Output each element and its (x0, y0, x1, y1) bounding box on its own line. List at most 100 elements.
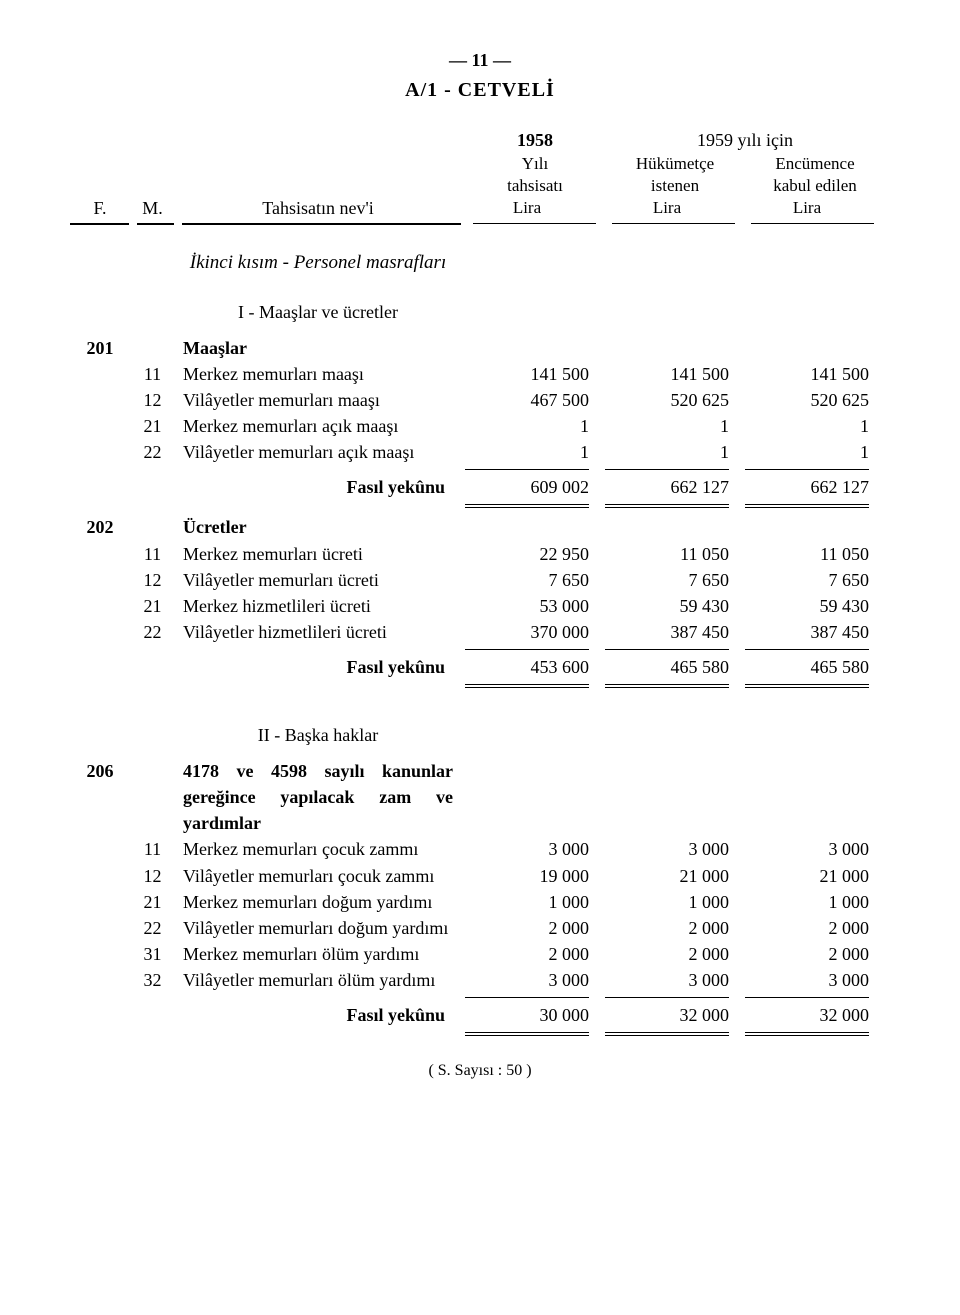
s201-sep-top (70, 469, 890, 470)
s201-row: 22Vilâyetler memurları açık maaşı111 (70, 439, 890, 465)
row-v2: 2 000 (605, 915, 745, 941)
s202-row: 22Vilâyetler hizmetlileri ücreti370 0003… (70, 619, 890, 645)
row-v2: 3 000 (605, 836, 745, 862)
s201-title: Maaşlar (175, 335, 465, 361)
page-number: — 11 — (70, 50, 890, 71)
row-v2: 59 430 (605, 593, 745, 619)
hdr-col2-l1: Hükümetçe (605, 153, 745, 175)
row-m: 12 (130, 567, 175, 593)
s202-sep-bottom (70, 684, 890, 690)
row-v2: 21 000 (605, 863, 745, 889)
header-rule (70, 223, 890, 225)
row-v3: 520 625 (745, 387, 885, 413)
footer: ( S. Sayısı : 50 ) (70, 1062, 890, 1080)
row-v2: 7 650 (605, 567, 745, 593)
row-desc: Merkez memurları ücreti (175, 541, 465, 567)
row-m: 22 (130, 439, 175, 465)
hdr-col2-l3: Lira (605, 197, 745, 219)
s202-sep-top (70, 649, 890, 650)
s206-total-v3: 32 000 (745, 1002, 885, 1028)
row-v2: 1 (605, 439, 745, 465)
row-v2: 387 450 (605, 619, 745, 645)
s206-row: 11Merkez memurları çocuk zammı3 0003 000… (70, 836, 890, 862)
s206-total-label: Fasıl yekûnu (175, 1002, 465, 1028)
row-v1: 370 000 (465, 619, 605, 645)
hdr-col3-l2: kabul edilen (745, 175, 885, 197)
s206-row: 22Vilâyetler memurları doğum yardımı2 00… (70, 915, 890, 941)
row-m: 31 (130, 941, 175, 967)
row-v2: 3 000 (605, 967, 745, 993)
subsection-I-row: I - Maaşlar ve ücretler (70, 285, 890, 335)
row-v1: 2 000 (465, 941, 605, 967)
row-v3: 1 000 (745, 889, 885, 915)
header-sub-row-2: tahsisatı istenen kabul edilen (70, 175, 890, 197)
subsection-I: I - Maaşlar ve ücretler (175, 299, 465, 325)
s206-title-row: 206 4178 ve 4598 sayılı kanunlar gereğin… (70, 758, 890, 836)
row-desc: Vilâyetler memurları maaşı (175, 387, 465, 413)
row-desc: Merkez memurları açık maaşı (175, 413, 465, 439)
s206-row: 12Vilâyetler memurları çocuk zammı19 000… (70, 863, 890, 889)
section-part-row: İkinci kısım - Personel masrafları (70, 235, 890, 285)
s202-total-label: Fasıl yekûnu (175, 654, 465, 680)
hdr-col1-l2: tahsisatı (465, 175, 605, 197)
row-v3: 387 450 (745, 619, 885, 645)
s201-row: 12Vilâyetler memurları maaşı467 500520 6… (70, 387, 890, 413)
row-m: 32 (130, 967, 175, 993)
s202-total-v2: 465 580 (605, 654, 745, 680)
row-desc: Merkez memurları doğum yardımı (175, 889, 465, 915)
row-v1: 1 000 (465, 889, 605, 915)
s201-row: 11Merkez memurları maaşı141 500141 50014… (70, 361, 890, 387)
row-v3: 3 000 (745, 836, 885, 862)
s201-total-label: Fasıl yekûnu (175, 474, 465, 500)
row-v1: 1 (465, 413, 605, 439)
row-v3: 141 500 (745, 361, 885, 387)
s206-sep-top (70, 997, 890, 998)
s206-row: 21Merkez memurları doğum yardımı1 0001 0… (70, 889, 890, 915)
row-v1: 53 000 (465, 593, 605, 619)
row-v2: 11 050 (605, 541, 745, 567)
row-v1: 1 (465, 439, 605, 465)
header-main-row: F. M. Tahsisatın nev'i Lira Lira Lira (70, 197, 890, 219)
doc-title: A/1 - CETVELİ (70, 79, 890, 102)
hdr-col1-l1: Yılı (465, 153, 605, 175)
s201-total-v2: 662 127 (605, 474, 745, 500)
s206-row: 31Merkez memurları ölüm yardımı2 0002 00… (70, 941, 890, 967)
row-m: 22 (130, 619, 175, 645)
row-v3: 1 (745, 413, 885, 439)
s201-sep-bottom (70, 504, 890, 510)
s202-title-row: 202 Ücretler (70, 514, 890, 540)
s206-f: 206 (70, 758, 130, 784)
row-desc: Vilâyetler memurları açık maaşı (175, 439, 465, 465)
s202-row: 21Merkez hizmetlileri ücreti53 00059 430… (70, 593, 890, 619)
s201-total-row: Fasıl yekûnu 609 002 662 127 662 127 (70, 474, 890, 500)
row-v1: 467 500 (465, 387, 605, 413)
s206-total-v1: 30 000 (465, 1002, 605, 1028)
row-v1: 3 000 (465, 836, 605, 862)
s202-title: Ücretler (175, 514, 465, 540)
row-v1: 141 500 (465, 361, 605, 387)
s206-total-v2: 32 000 (605, 1002, 745, 1028)
s202-total-row: Fasıl yekûnu 453 600 465 580 465 580 (70, 654, 890, 680)
hdr-1958: 1958 (465, 130, 605, 151)
row-v3: 7 650 (745, 567, 885, 593)
row-desc: Vilâyetler hizmetlileri ücreti (175, 619, 465, 645)
table: 1958 1959 yılı için Yılı Hükümetçe Encüm… (70, 130, 890, 1038)
s206-row: 32Vilâyetler memurları ölüm yardımı3 000… (70, 967, 890, 993)
row-v2: 1 000 (605, 889, 745, 915)
row-v2: 141 500 (605, 361, 745, 387)
header-sub-row-1: Yılı Hükümetçe Encümence (70, 153, 890, 175)
row-desc: Merkez memurları maaşı (175, 361, 465, 387)
row-v2: 520 625 (605, 387, 745, 413)
header-year-row: 1958 1959 yılı için (70, 130, 890, 151)
row-v3: 1 (745, 439, 885, 465)
s201-total-v1: 609 002 (465, 474, 605, 500)
row-desc: Merkez hizmetlileri ücreti (175, 593, 465, 619)
row-desc: Merkez memurları çocuk zammı (175, 836, 465, 862)
row-v2: 1 (605, 413, 745, 439)
row-v1: 2 000 (465, 915, 605, 941)
row-v2: 2 000 (605, 941, 745, 967)
s202-row: 11Merkez memurları ücreti22 95011 05011 … (70, 541, 890, 567)
row-desc: Merkez memurları ölüm yardımı (175, 941, 465, 967)
row-desc: Vilâyetler memurları ücreti (175, 567, 465, 593)
row-m: 11 (130, 836, 175, 862)
